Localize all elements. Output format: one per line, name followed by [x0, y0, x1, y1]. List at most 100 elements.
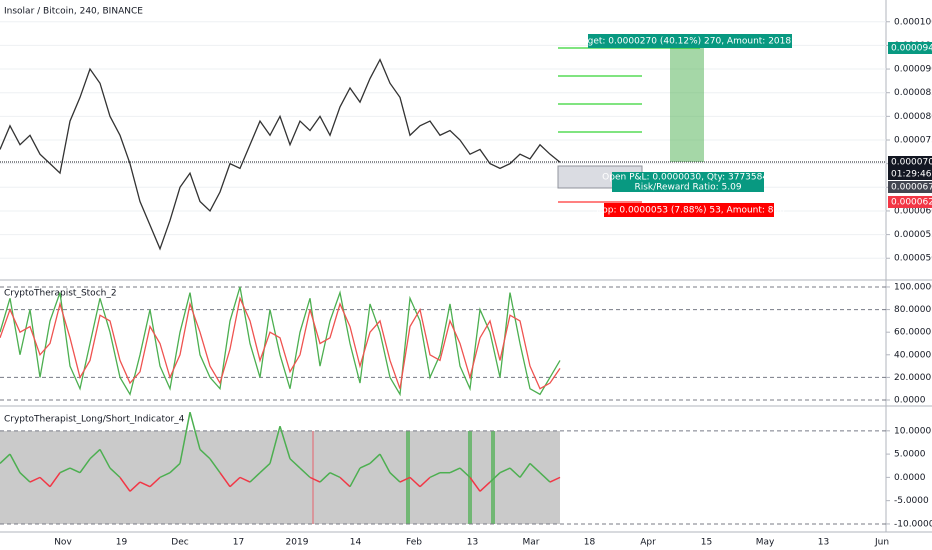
- stop-label-box: [604, 203, 774, 217]
- y-tick-label: 0.0000: [894, 396, 926, 406]
- series-segment: [9, 453, 21, 474]
- y-tick-label: 0.0000500: [894, 254, 932, 264]
- series-line: [0, 296, 561, 390]
- y-tick-label: 40.0000: [894, 350, 931, 360]
- y-tick-label: -10.0000: [894, 519, 932, 529]
- series-segment: [449, 467, 461, 474]
- x-tick-label: 13: [467, 538, 478, 548]
- y-tick-label: 0.0000: [894, 473, 926, 483]
- target-zone: [670, 48, 704, 162]
- x-tick-label: May: [756, 538, 775, 548]
- series-segment: [459, 467, 471, 478]
- series-segment: [29, 476, 41, 483]
- x-tick-label: 2019: [286, 538, 309, 548]
- series-segment: [269, 425, 281, 464]
- series-segment: [119, 476, 131, 492]
- y-tick-label: -5.0000: [894, 496, 929, 506]
- indicator-band: [0, 431, 560, 524]
- series-segment: [49, 472, 61, 488]
- price-tag-label: 0.0000620: [891, 198, 932, 208]
- series-segment: [549, 476, 561, 483]
- series-segment: [279, 425, 291, 459]
- x-tick-label: Dec: [171, 538, 188, 548]
- rr-label: Risk/Reward Ratio: 5.09: [634, 183, 741, 193]
- x-tick-label: Nov: [54, 538, 72, 548]
- y-tick-label: 0.0000750: [894, 136, 932, 146]
- series-segment: [369, 453, 381, 464]
- y-tick-label: 0.0000600: [894, 206, 932, 216]
- series-line: [0, 58, 561, 251]
- price-tag: [888, 42, 932, 54]
- pane-title: Insolar / Bitcoin, 240, BINANCE: [4, 7, 143, 17]
- series-segment: [79, 458, 91, 474]
- series-segment: [139, 481, 151, 488]
- chart-layer: 0.00005000.00005500.00006000.00006500.00…: [0, 7, 932, 529]
- y-tick-label: 60.0000: [894, 328, 931, 338]
- series-segment: [109, 467, 121, 478]
- series-segment: [69, 467, 81, 474]
- y-tick-label: 20.0000: [894, 373, 931, 383]
- price-tag: [888, 181, 932, 193]
- series-segment: [209, 458, 221, 474]
- y-tick-label: 0.0000550: [894, 230, 932, 240]
- series-segment: [99, 449, 111, 469]
- series-segment: [89, 448, 101, 460]
- series-segment: [409, 476, 421, 488]
- y-tick-label: 100.0000: [894, 282, 932, 292]
- series-segment: [189, 411, 201, 450]
- series-segment: [0, 453, 11, 464]
- series-segment: [499, 467, 511, 474]
- x-tick-label: 19: [116, 538, 128, 548]
- price-tag-label: 01:29:46: [891, 170, 932, 180]
- series-segment: [329, 472, 341, 479]
- y-tick-label: 0.0000800: [894, 112, 932, 122]
- x-tick-label: 17: [233, 538, 244, 548]
- signal-bar: [491, 431, 495, 524]
- series-segment: [539, 472, 551, 483]
- x-tick-label: 15: [701, 538, 712, 548]
- y-tick-label: 80.0000: [894, 305, 931, 315]
- y-tick-label: 10.0000: [894, 426, 931, 436]
- x-tick-label: Jun: [874, 538, 889, 548]
- series-segment: [219, 472, 231, 488]
- y-tick-label: 0.0000850: [894, 88, 932, 98]
- series-segment: [379, 453, 391, 474]
- series-segment: [469, 476, 481, 492]
- target-label-box: [588, 34, 792, 48]
- series-segment: [169, 462, 181, 474]
- series-segment: [249, 472, 261, 483]
- series-segment: [239, 476, 251, 483]
- series-segment: [389, 472, 401, 483]
- price-tag-label: 0.0000673: [891, 183, 932, 193]
- x-tick-label: Feb: [406, 538, 422, 548]
- series-segment: [399, 476, 411, 483]
- price-tag-label: 0.0000943: [891, 44, 932, 54]
- series-segment: [509, 467, 521, 478]
- series-segment: [429, 472, 441, 479]
- series-segment: [289, 458, 301, 469]
- series-segment: [159, 472, 171, 479]
- pnl-label-box: [612, 172, 764, 192]
- series-segment: [259, 462, 271, 474]
- x-tick-label: Apr: [640, 538, 656, 548]
- series-segment: [299, 467, 311, 478]
- series-segment: [39, 476, 51, 488]
- x-tick-label: 13: [818, 538, 829, 548]
- series-segment: [349, 467, 361, 488]
- price-tag: [888, 196, 932, 208]
- series-segment: [199, 448, 211, 460]
- series-segment: [229, 476, 241, 488]
- series-segment: [359, 462, 371, 469]
- price-tag: [888, 156, 932, 168]
- stop-label: Stop: 0.0000053 (7.88%) 53, Amount: 800: [593, 206, 785, 216]
- series-line: [0, 286, 561, 397]
- price-tag-label: 0.0000703: [891, 158, 932, 168]
- series-segment: [489, 472, 501, 483]
- series-segment: [59, 467, 71, 474]
- series-segment: [149, 476, 161, 488]
- series-segment: [129, 481, 141, 492]
- series-segment: [419, 476, 431, 488]
- series-segment: [319, 472, 331, 483]
- y-tick-label: 0.0000900: [894, 65, 932, 75]
